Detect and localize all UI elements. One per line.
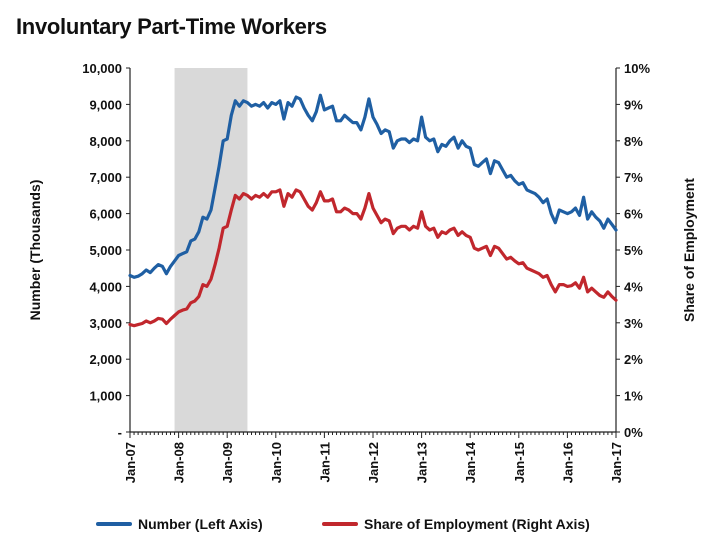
x-tick-label: Jan-16 xyxy=(560,442,575,483)
x-tick-label: Jan-09 xyxy=(220,442,235,483)
legend-label-share: Share of Employment (Right Axis) xyxy=(364,516,590,532)
tick-labels: - 1,000 2,000 3,000 4,000 5,000 6,000 7,000 8,00… xyxy=(82,61,650,483)
y-axis-right-label: Share of Employment xyxy=(681,178,697,322)
y-right-tick-label: 7% xyxy=(624,170,643,185)
y-right-tick-label: 0% xyxy=(624,425,643,440)
y-right-tick-label: 9% xyxy=(624,97,643,112)
y-left-tick-label: 8,000 xyxy=(89,134,122,149)
y-right-tick-label: 5% xyxy=(624,243,643,258)
legend-swatch-share xyxy=(322,522,358,526)
y-left-tick-label: 9,000 xyxy=(89,97,122,112)
y-right-tick-label: 8% xyxy=(624,134,643,149)
y-left-tick-label: 6,000 xyxy=(89,207,122,222)
legend-item-number: Number (Left Axis) xyxy=(96,516,263,532)
x-tick-label: Jan-10 xyxy=(269,442,284,483)
legend-label-number: Number (Left Axis) xyxy=(138,516,263,532)
x-tick-label: Jan-15 xyxy=(512,442,527,483)
legend: Number (Left Axis) Share of Employment (… xyxy=(0,516,720,540)
y-left-tick-label: 5,000 xyxy=(89,243,122,258)
axis-layer xyxy=(126,67,620,438)
recession-shade xyxy=(174,68,248,432)
y-right-tick-label: 6% xyxy=(624,207,643,222)
series-lines xyxy=(128,93,618,328)
y-left-tick-label: 3,000 xyxy=(89,316,122,331)
chart-title: Involuntary Part-Time Workers xyxy=(16,14,327,39)
y-left-tick-label: 4,000 xyxy=(89,279,122,294)
y-left-tick-label: 7,000 xyxy=(89,170,122,185)
y-right-tick-label: 10% xyxy=(624,61,650,76)
x-tick-label: Jan-14 xyxy=(463,441,478,483)
recession-shade-layer xyxy=(174,68,248,432)
y-left-tick-label: 10,000 xyxy=(82,61,122,76)
y-axis-left-label: Number (Thousands) xyxy=(27,180,43,321)
y-right-tick-label: 4% xyxy=(624,279,643,294)
y-right-tick-label: 1% xyxy=(624,389,643,404)
y-right-tick-label: 3% xyxy=(624,316,643,331)
x-tick-label: Jan-12 xyxy=(366,442,381,483)
y-left-tick-label: 1,000 xyxy=(89,389,122,404)
y-right-tick-label: 2% xyxy=(624,352,643,367)
legend-swatch-number xyxy=(96,522,132,526)
series-line-share xyxy=(128,188,618,328)
x-tick-label: Jan-08 xyxy=(172,442,187,483)
y-left-tick-label: - xyxy=(118,425,122,440)
y-left-tick-label: 2,000 xyxy=(89,352,122,367)
x-tick-label: Jan-17 xyxy=(609,442,624,483)
series-line-number xyxy=(128,93,618,279)
legend-item-share: Share of Employment (Right Axis) xyxy=(322,516,590,532)
x-tick-label: Jan-11 xyxy=(317,442,332,482)
x-tick-label: Jan-13 xyxy=(415,442,430,483)
x-tick-label: Jan-07 xyxy=(123,442,138,483)
